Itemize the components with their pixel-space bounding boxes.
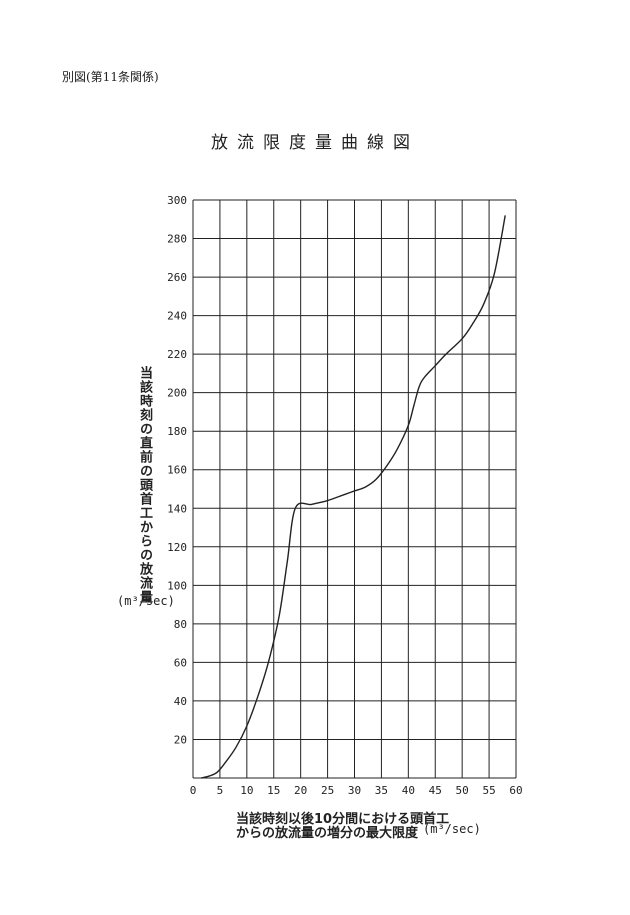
y-tick-label: 80 bbox=[174, 618, 187, 631]
y-tick-label: 160 bbox=[167, 464, 187, 477]
x-tick-label: 40 bbox=[402, 784, 415, 797]
y-tick-label: 100 bbox=[167, 579, 187, 592]
x-tick-label: 60 bbox=[509, 784, 522, 797]
x-tick-label: 25 bbox=[321, 784, 334, 797]
x-tick-label: 30 bbox=[348, 784, 361, 797]
x-tick-label: 35 bbox=[375, 784, 388, 797]
y-tick-label: 280 bbox=[167, 233, 187, 246]
y-tick-label: 220 bbox=[167, 348, 187, 361]
series-line bbox=[200, 215, 506, 779]
chart-title: 放流限度量曲線図 bbox=[211, 133, 419, 153]
x-tick-label: 20 bbox=[294, 784, 307, 797]
y-tick-label: 200 bbox=[167, 387, 187, 400]
y-tick-label: 40 bbox=[174, 695, 187, 708]
y-tick-label: 120 bbox=[167, 541, 187, 554]
x-axis-unit: (m³/sec) bbox=[423, 822, 481, 836]
x-axis-label-line1: 当該時刻以後10分間における頭首工 bbox=[236, 812, 450, 827]
reference-label: 別図(第11条関係) bbox=[62, 70, 159, 84]
y-tick-label: 60 bbox=[174, 656, 187, 669]
y-tick-label: 240 bbox=[167, 310, 187, 323]
y-tick-label: 20 bbox=[174, 733, 187, 746]
grid-lines bbox=[192, 199, 517, 779]
y-axis-label: 当該時刻の直前の頭首工からの放流量 bbox=[137, 366, 152, 604]
y-tick-label: 140 bbox=[167, 502, 187, 515]
y-axis-unit: (m³/sec) bbox=[117, 594, 175, 608]
y-tick-label: 300 bbox=[167, 194, 187, 207]
x-tick-label: 0 bbox=[190, 784, 197, 797]
y-tick-label: 260 bbox=[167, 271, 187, 284]
x-tick-label: 45 bbox=[429, 784, 442, 797]
tick-labels: 0 5 10 15 20 25 30 35 40 45 50 55 60 20 40 60 80 100 120 14… bbox=[167, 194, 523, 797]
x-axis-label-line2: からの放流量の増分の最大限度 bbox=[236, 826, 419, 841]
y-tick-label: 180 bbox=[167, 425, 187, 438]
x-tick-label: 55 bbox=[482, 784, 495, 797]
x-tick-label: 10 bbox=[240, 784, 253, 797]
x-tick-label: 15 bbox=[267, 784, 280, 797]
x-tick-label: 5 bbox=[217, 784, 224, 797]
series-lines bbox=[200, 215, 506, 779]
x-tick-label: 50 bbox=[456, 784, 469, 797]
